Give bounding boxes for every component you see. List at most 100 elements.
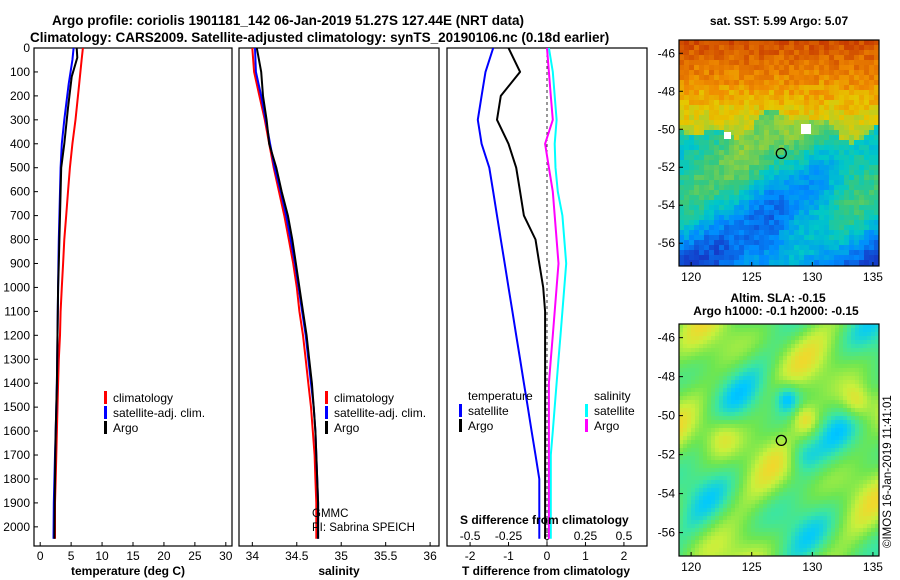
sla-cell — [791, 380, 796, 385]
sla-cell — [859, 368, 864, 373]
sla-cell — [847, 504, 852, 509]
sla-cell — [735, 412, 740, 417]
sla-cell — [755, 492, 760, 497]
sla-cell — [783, 372, 788, 377]
sst-cell — [724, 170, 730, 176]
sla-cell — [783, 392, 788, 397]
sla-cell — [831, 324, 836, 329]
sla-cell — [743, 392, 748, 397]
sla-cell — [827, 532, 832, 537]
sla-cell — [835, 344, 840, 349]
sla-cell — [783, 412, 788, 417]
sst-cell — [689, 40, 695, 46]
sst-cell — [709, 40, 715, 46]
sla-cell — [763, 552, 768, 556]
sla-cell — [803, 408, 808, 413]
sla-cell — [851, 360, 856, 365]
sst-cell — [764, 85, 770, 91]
sla-cell — [815, 536, 820, 541]
sla-cell — [723, 348, 728, 353]
sla-cell — [847, 400, 852, 405]
sst-cell — [694, 145, 700, 151]
sla-cell — [803, 544, 808, 549]
sla-cell — [719, 416, 724, 421]
sst-cell — [869, 95, 875, 101]
sst-cell — [764, 205, 770, 211]
sla-cell — [691, 480, 696, 485]
sst-cell — [689, 215, 695, 221]
sst-cell — [689, 260, 695, 266]
sla-cell — [875, 328, 879, 333]
sst-cell — [759, 260, 765, 266]
sst-cell — [744, 75, 750, 81]
sla-cell — [855, 484, 860, 489]
sst-cell — [854, 65, 860, 71]
sla-cell — [699, 528, 704, 533]
sla-cell — [823, 508, 828, 513]
sst-cell — [704, 90, 710, 96]
sst-cell — [839, 135, 845, 141]
sla-cell — [703, 552, 708, 556]
sla-cell — [703, 468, 708, 473]
sst-cell — [834, 110, 840, 116]
sst-cell — [699, 210, 705, 216]
sst-cell — [854, 100, 860, 106]
sla-cell — [779, 400, 784, 405]
sst-cell — [764, 90, 770, 96]
sla-cell — [759, 332, 764, 337]
sst-cell — [689, 245, 695, 251]
sst-cell — [759, 120, 765, 126]
sst-cell — [734, 170, 740, 176]
sst-cell — [844, 40, 850, 46]
sla-cell — [711, 552, 716, 556]
sst-cell — [694, 215, 700, 221]
sla-cell — [859, 424, 864, 429]
sst-cell — [829, 115, 835, 121]
sla-cell — [863, 408, 868, 413]
sla-cell — [875, 480, 879, 485]
sst-cell — [794, 170, 800, 176]
sla-cell — [691, 376, 696, 381]
legend-swatch-t-satellite — [459, 404, 462, 417]
sla-cell — [779, 352, 784, 357]
sla-cell — [679, 512, 684, 517]
sst-cell — [874, 170, 879, 176]
sla-cell — [759, 492, 764, 497]
sla-cell — [683, 364, 688, 369]
sla-cell — [735, 388, 740, 393]
sla-cell — [843, 520, 848, 525]
sla-cell — [803, 436, 808, 441]
sla-cell — [843, 512, 848, 517]
sla-cell — [819, 364, 824, 369]
sla-cell — [819, 464, 824, 469]
x-tick-label: 10 — [95, 549, 109, 563]
sla-cell — [863, 388, 868, 393]
sla-cell — [771, 388, 776, 393]
sla-cell — [759, 428, 764, 433]
sst-cell — [794, 215, 800, 221]
sla-cell — [831, 352, 836, 357]
sla-cell — [771, 488, 776, 493]
sla-cell — [743, 484, 748, 489]
sst-cell — [779, 100, 785, 106]
sla-cell — [807, 496, 812, 501]
sla-cell — [803, 372, 808, 377]
sla-cell — [683, 464, 688, 469]
sla-cell — [859, 516, 864, 521]
sst-cell — [769, 170, 775, 176]
sst-cell — [799, 190, 805, 196]
sst-cell — [684, 185, 690, 191]
sla-cell — [815, 368, 820, 373]
sla-cell — [759, 548, 764, 553]
sla-cell — [691, 412, 696, 417]
sla-cell — [763, 408, 768, 413]
sst-cell — [679, 95, 685, 101]
sla-cell — [723, 540, 728, 545]
sla-cell — [723, 444, 728, 449]
sla-cell — [683, 540, 688, 545]
sst-cell — [774, 140, 780, 146]
sla-cell — [775, 544, 780, 549]
sst-cell — [794, 250, 800, 256]
sla-cell — [775, 512, 780, 517]
sla-cell — [783, 440, 788, 445]
